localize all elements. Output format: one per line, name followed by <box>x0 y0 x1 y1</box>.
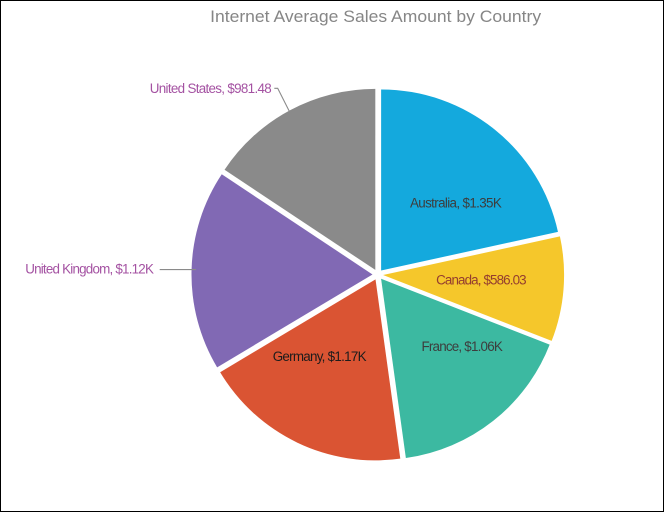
svg-text:Germany, $1.17K: Germany, $1.17K <box>273 349 367 364</box>
svg-text:United Kingdom, $1.12K: United Kingdom, $1.12K <box>25 261 154 276</box>
svg-text:Australia, $1.35K: Australia, $1.35K <box>410 195 502 210</box>
svg-text:United States, $981.48: United States, $981.48 <box>150 81 272 96</box>
svg-text:Internet Average Sales Amount: Internet Average Sales Amount by Country <box>210 8 542 26</box>
svg-text:France, $1.06K: France, $1.06K <box>422 339 503 354</box>
svg-text:Canada, $586.03: Canada, $586.03 <box>436 272 526 287</box>
